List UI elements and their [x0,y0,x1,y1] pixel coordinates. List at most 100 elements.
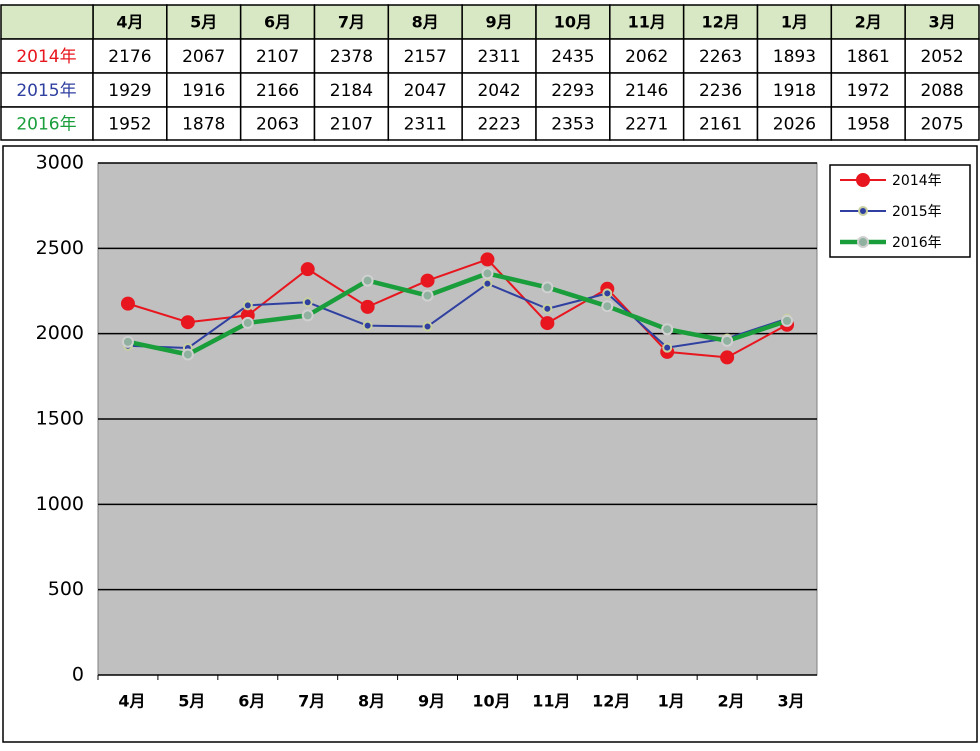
header-cell [387,4,463,40]
legend-marker [858,206,868,216]
data-point [180,315,195,330]
data-point [241,316,254,329]
header-label: 12月 [701,13,739,32]
cell-value: 2184 [330,81,373,101]
data-point [121,335,134,348]
cell [313,38,390,74]
cell-value: 2026 [773,115,816,135]
cell [239,106,316,141]
cell-value: 2271 [625,115,668,135]
cell [535,106,611,141]
cell-value: 2146 [625,81,668,101]
header-label: 1月 [781,13,808,32]
data-point [300,262,315,277]
cell-value: 2311 [404,115,447,135]
data-point [781,314,794,327]
cell-value: 2062 [625,47,668,67]
x-tick-label: 10月 [472,692,510,711]
x-tick-label: 2月 [718,692,745,711]
x-tick-label: 8月 [358,692,385,711]
cell-value: 2063 [256,115,299,135]
data-point [361,274,374,287]
legend-marker [856,173,870,187]
x-tick-label: 11月 [532,692,570,711]
cell-value: 1861 [847,47,890,67]
y-tick-label: 0 [72,664,84,686]
cell [904,106,980,141]
cell [92,38,168,74]
data-point [301,309,314,322]
cell-value: 2236 [699,81,742,101]
cell-value: 2378 [330,47,373,67]
x-tick-label: 9月 [418,692,445,711]
data-point [360,299,375,314]
cell-value: 1918 [773,81,816,101]
data-point [120,296,135,311]
header-cell [535,4,611,40]
x-tick-label: 3月 [777,692,804,711]
legend-label: 2016年 [892,235,942,251]
row-header-cell [0,106,94,141]
data-point [542,303,553,314]
y-tick-label: 2500 [36,237,84,259]
x-tick-label: 7月 [298,692,325,711]
series-line [127,282,788,350]
header-label: 11月 [628,13,666,32]
cell-value: 2223 [477,115,520,135]
row-header-cell [0,38,94,74]
data-point [302,297,313,308]
cell [166,72,242,108]
cell [461,106,537,141]
data-point [480,252,495,267]
data-point [420,273,435,288]
data-point [421,289,434,302]
cell-value: 2088 [920,81,963,101]
cell [387,106,463,141]
cell-value: 1952 [108,115,151,135]
header-label: 6月 [264,13,291,32]
cell-value: 2042 [477,81,520,101]
data-point [242,300,253,311]
x-tick-label: 6月 [238,692,265,711]
data-point [541,281,554,294]
y-tick-label: 3000 [36,152,84,174]
x-tick-label: 12月 [592,692,630,711]
cell-value: 2293 [551,81,594,101]
cell [239,38,316,74]
row-label: 2016年 [16,115,76,135]
cell-value: 2107 [256,47,299,67]
cell-value: 2353 [551,115,594,135]
legend-label: 2014年 [892,173,942,189]
data-point [540,316,555,331]
cell-value: 2052 [920,47,963,67]
cell-value: 2075 [920,115,963,135]
cell-value: 2176 [108,47,151,67]
series-line [127,271,788,357]
cell [609,72,685,108]
y-tick-label: 1500 [36,408,84,430]
header-label: 8月 [412,13,439,32]
data-point [422,321,433,332]
legend-marker [857,236,869,248]
cell [682,106,759,141]
cell [535,72,611,108]
cell [313,106,390,141]
header-cell [239,4,316,40]
data-point [601,300,614,313]
cell-value: 2166 [256,81,299,101]
header-label: 3月 [929,13,956,32]
series-line [127,258,788,359]
cell-value: 2067 [182,47,225,67]
data-point [662,342,673,353]
cell [387,38,463,74]
cell-value: 2263 [699,47,742,67]
cell-value: 2157 [404,47,447,67]
cell-value: 1972 [847,81,890,101]
x-tick-label: 4月 [118,692,145,711]
cell-value: 1929 [108,81,151,101]
cell [535,38,611,74]
cell-value: 2107 [330,115,373,135]
cell-value: 2161 [699,115,742,135]
data-point [721,334,734,347]
